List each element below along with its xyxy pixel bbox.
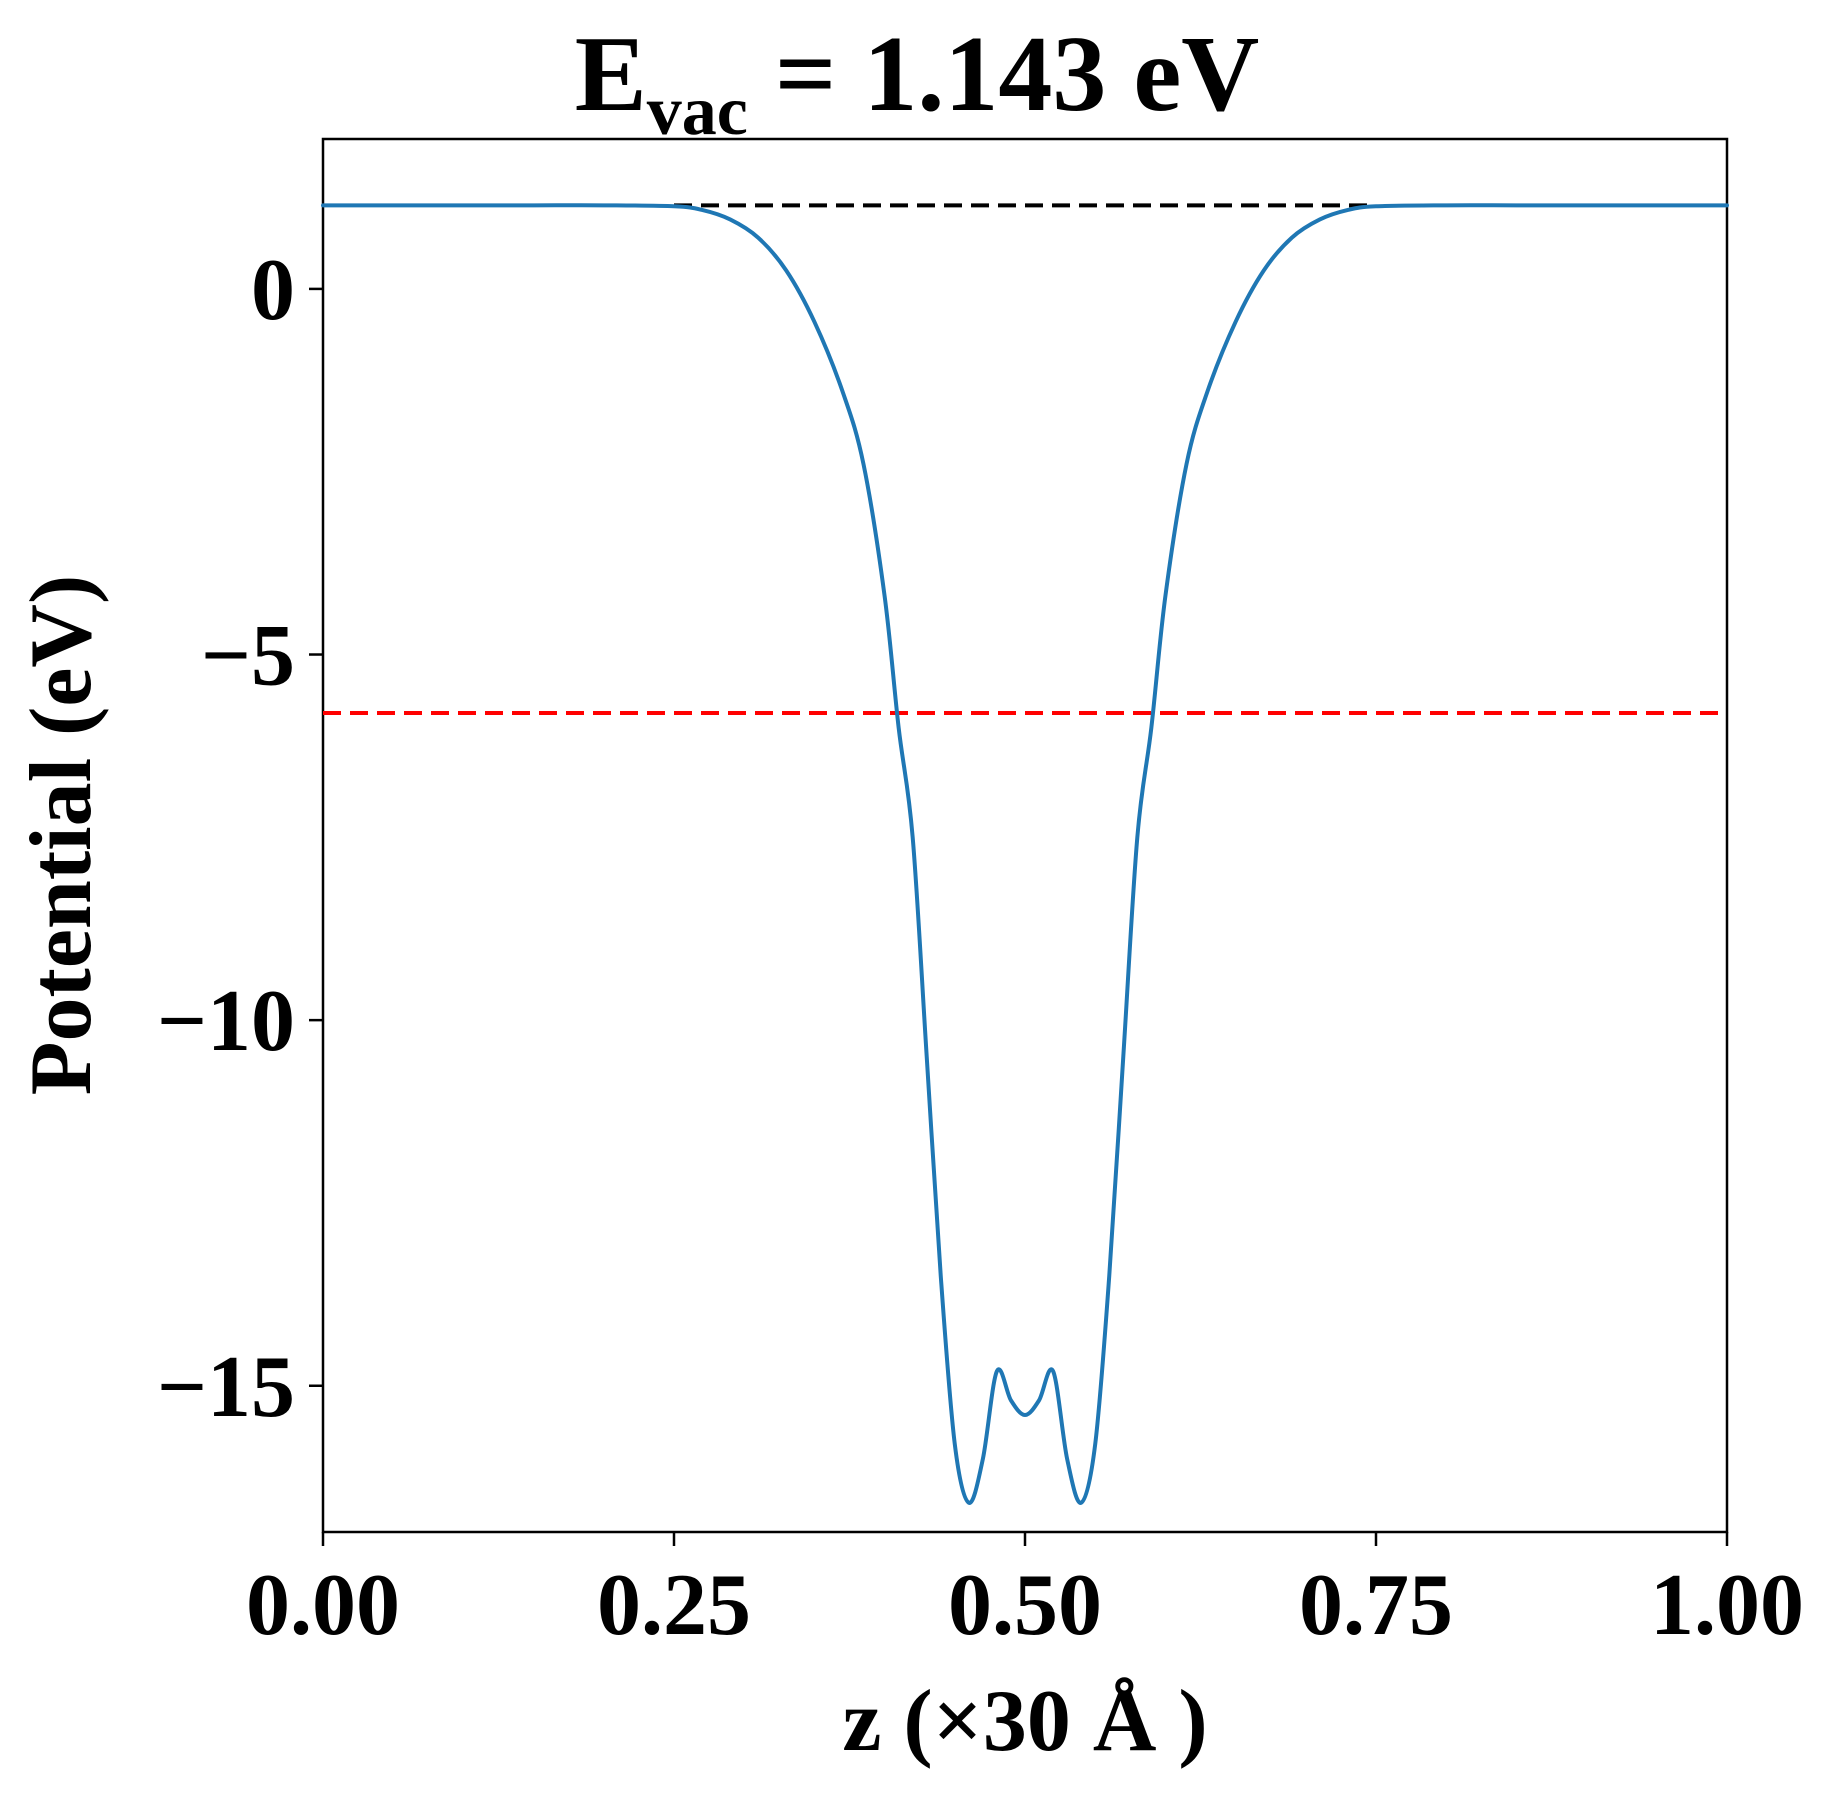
x-tick-label: 0.75	[1299, 1557, 1453, 1654]
plot-area	[321, 137, 1729, 1534]
x-tick-label: 0.00	[246, 1557, 400, 1654]
y-axis-label: Potential (eV)	[13, 575, 110, 1095]
title-rest: = 1.143 eV	[748, 15, 1259, 134]
title-subscript: vac	[647, 73, 748, 150]
x-axis-label: z (×30 Å )	[842, 1673, 1207, 1770]
y-tick-label: −15	[157, 1339, 295, 1436]
x-tick-label: 0.50	[948, 1557, 1102, 1654]
x-tick-label: 1.00	[1650, 1557, 1804, 1654]
y-tick-label: 0	[251, 242, 295, 339]
x-tick-label: 0.25	[597, 1557, 751, 1654]
axis-ticks: 0.00 0.25 0.50 0.75 1.00 0 −5 −10 −15	[157, 242, 1804, 1654]
reference-lines	[323, 203, 1727, 716]
data-series	[321, 203, 1729, 1505]
chart-title: Evac = 1.143 eV	[575, 15, 1260, 150]
y-tick-label: −10	[157, 973, 295, 1070]
series-line-0	[321, 203, 1729, 1505]
y-tick-label: −5	[201, 608, 295, 705]
title-main: E	[575, 15, 647, 134]
